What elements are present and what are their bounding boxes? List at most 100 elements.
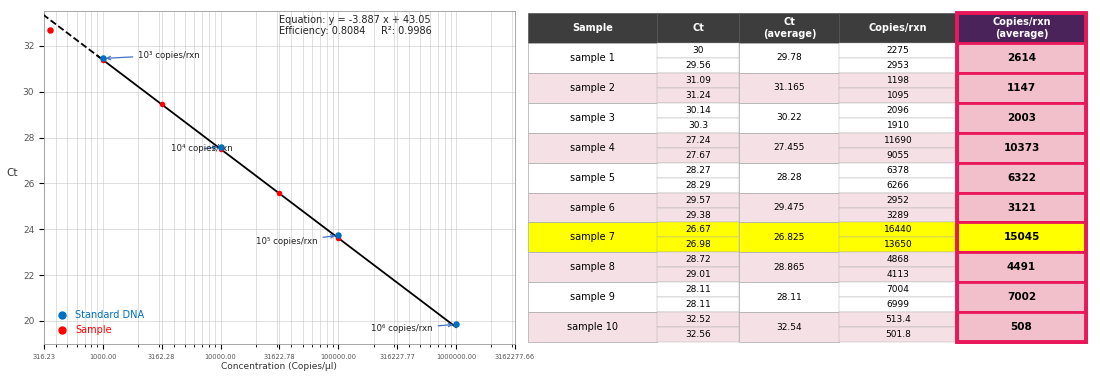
Bar [657, 118, 739, 133]
Bar [957, 253, 1086, 282]
Point [211, 144, 229, 150]
Bar [528, 43, 657, 73]
Text: 513.4: 513.4 [886, 315, 911, 324]
Text: 30.3: 30.3 [689, 121, 708, 130]
Text: 3289: 3289 [887, 210, 910, 220]
Bar [528, 282, 657, 312]
Bar [528, 73, 657, 103]
Bar [657, 58, 739, 73]
Text: 28.865: 28.865 [773, 263, 805, 272]
Text: 508: 508 [1011, 322, 1033, 332]
Bar [839, 312, 957, 327]
Text: 31.165: 31.165 [773, 83, 805, 92]
Text: 1910: 1910 [887, 121, 910, 130]
Text: sample 2: sample 2 [570, 83, 615, 93]
Bar [957, 13, 1086, 43]
Bar [657, 193, 739, 207]
Text: 28.11: 28.11 [685, 285, 712, 294]
Bar [739, 253, 839, 282]
Bar [839, 193, 957, 207]
Text: 28.11: 28.11 [685, 300, 712, 309]
X-axis label: Concentration (Copies/µl): Concentration (Copies/µl) [221, 362, 338, 371]
Text: 6999: 6999 [887, 300, 910, 309]
Text: 32.52: 32.52 [685, 315, 712, 324]
Text: 7002: 7002 [1006, 292, 1036, 302]
Bar [528, 133, 657, 163]
Bar [739, 13, 839, 43]
Text: 31.24: 31.24 [685, 91, 712, 100]
Text: 16440: 16440 [884, 225, 912, 235]
Text: 9055: 9055 [887, 151, 910, 160]
Text: 2952: 2952 [887, 196, 910, 205]
Text: 27.24: 27.24 [685, 136, 711, 145]
Bar [657, 13, 739, 43]
Text: sample 10: sample 10 [568, 322, 618, 332]
Text: 30: 30 [693, 46, 704, 55]
Bar [739, 163, 839, 193]
Text: Copies/rxn: Copies/rxn [869, 23, 927, 33]
Text: 4113: 4113 [887, 270, 910, 279]
Text: Sample: Sample [572, 23, 613, 33]
Text: sample 1: sample 1 [570, 53, 615, 63]
Bar [657, 282, 739, 297]
Text: sample 7: sample 7 [570, 233, 615, 243]
Bar [839, 43, 957, 58]
Point [447, 321, 464, 327]
Text: Equation: y = -3.887 x + 43.05
Efficiency: 0.8084     R²: 0.9986: Equation: y = -3.887 x + 43.05 Efficienc… [279, 15, 432, 36]
Point [153, 101, 170, 107]
Text: 6378: 6378 [887, 166, 910, 175]
Bar [657, 238, 739, 253]
Text: 3121: 3121 [1006, 202, 1036, 212]
Text: 1095: 1095 [887, 91, 910, 100]
Text: 28.29: 28.29 [685, 181, 712, 189]
Text: 29.475: 29.475 [773, 203, 805, 212]
Text: 32.56: 32.56 [685, 330, 712, 339]
Text: 2275: 2275 [887, 46, 910, 55]
Text: 29.38: 29.38 [685, 210, 712, 220]
Text: 10⁵ copies/rxn: 10⁵ copies/rxn [256, 235, 334, 246]
Bar [957, 163, 1086, 193]
Bar [657, 163, 739, 178]
Bar [957, 43, 1086, 73]
Bar [839, 297, 957, 312]
Bar [957, 13, 1086, 342]
Bar [657, 267, 739, 282]
Text: 28.28: 28.28 [777, 173, 802, 182]
Text: sample 6: sample 6 [570, 202, 615, 212]
Y-axis label: Ct: Ct [6, 168, 18, 178]
Text: 11690: 11690 [883, 136, 913, 145]
Text: Copies/rxn
(average): Copies/rxn (average) [992, 17, 1050, 39]
Text: 15045: 15045 [1003, 233, 1040, 243]
Text: 4868: 4868 [887, 256, 910, 264]
Bar [839, 178, 957, 193]
Bar [657, 103, 739, 118]
Bar [739, 73, 839, 103]
Bar [528, 312, 657, 342]
Bar [739, 222, 839, 253]
Text: 29.01: 29.01 [685, 270, 712, 279]
Text: 29.57: 29.57 [685, 196, 712, 205]
Text: 10³ copies/rxn: 10³ copies/rxn [107, 50, 200, 60]
Text: 1198: 1198 [887, 76, 910, 85]
Text: 2614: 2614 [1006, 53, 1036, 63]
Bar [739, 103, 839, 133]
Bar [657, 148, 739, 163]
Text: 501.8: 501.8 [886, 330, 911, 339]
Text: 10⁶ copies/rxn: 10⁶ copies/rxn [371, 323, 452, 333]
Text: 27.455: 27.455 [773, 143, 805, 152]
Bar [657, 43, 739, 58]
Bar [839, 253, 957, 267]
Bar [839, 267, 957, 282]
Text: Ct
(average): Ct (average) [762, 17, 816, 39]
Text: 1147: 1147 [1006, 83, 1036, 93]
Text: 27.67: 27.67 [685, 151, 712, 160]
Legend: Standard DNA, Sample: Standard DNA, Sample [48, 306, 148, 339]
Text: 7004: 7004 [887, 285, 910, 294]
Point [329, 235, 346, 241]
Text: 26.98: 26.98 [685, 240, 712, 249]
Bar [839, 163, 957, 178]
Bar [739, 133, 839, 163]
Text: 32.54: 32.54 [777, 323, 802, 332]
Point [329, 232, 346, 238]
Bar [528, 253, 657, 282]
